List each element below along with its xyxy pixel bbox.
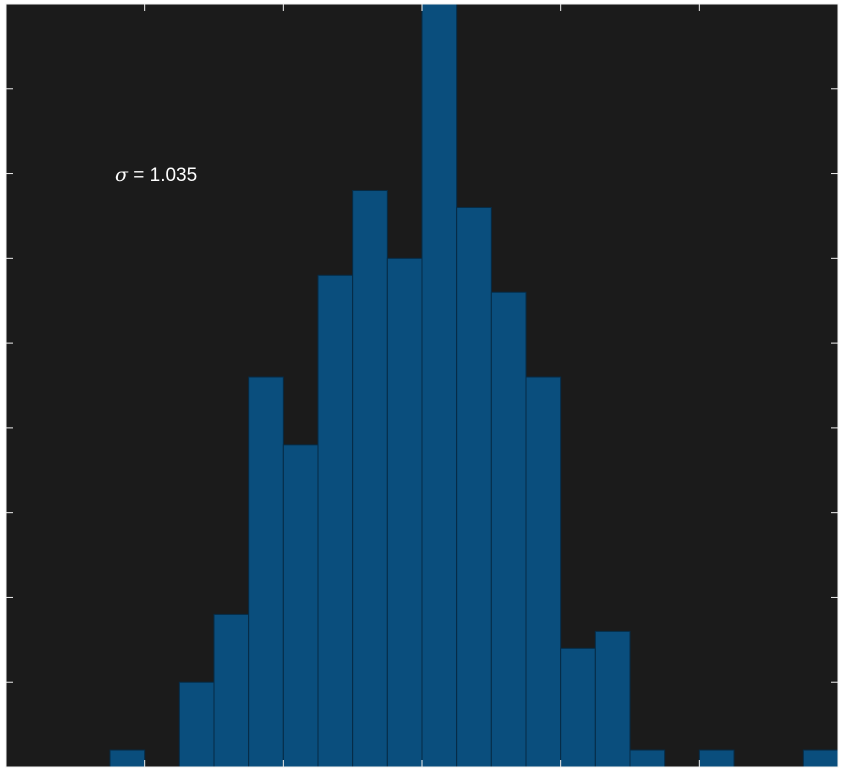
histogram-bar (248, 376, 284, 768)
histogram-bar (386, 257, 423, 768)
histogram-bar (352, 190, 388, 768)
histogram-bar (629, 749, 666, 768)
histogram-bar (317, 274, 354, 768)
histogram-bar (213, 613, 250, 768)
histogram-bar (698, 749, 735, 768)
histogram-bar (594, 630, 631, 768)
bars-group (109, 3, 839, 768)
sigma-symbol: σ (115, 164, 129, 186)
histogram-bar (178, 681, 215, 768)
histogram-bar (802, 749, 839, 768)
histogram-bar (109, 749, 146, 768)
histogram-bar (525, 376, 562, 768)
histogram-bar (456, 206, 492, 768)
histogram-bar (560, 647, 596, 768)
sigma-value: = 1.035 (128, 165, 197, 186)
histogram-bar (490, 291, 527, 768)
histogram-bar (282, 444, 319, 768)
sigma-annotation: σ = 1.035 (115, 164, 197, 186)
histogram-bar (421, 3, 458, 768)
axes-box (5, 3, 839, 768)
